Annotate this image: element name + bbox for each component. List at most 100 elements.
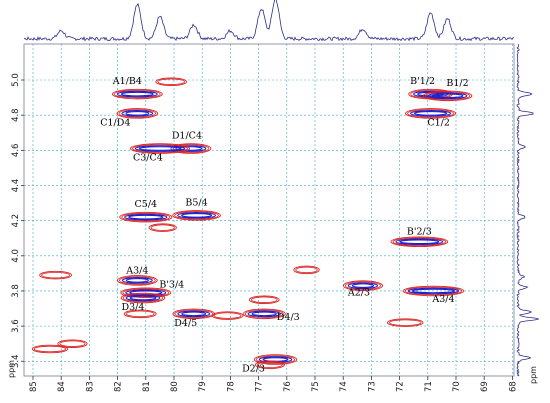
peak-label: B'1/2 bbox=[410, 76, 435, 87]
peak-contour-outer bbox=[112, 88, 163, 100]
peak-contour-outer bbox=[404, 286, 463, 296]
y-tick-label: 3.8 bbox=[11, 284, 21, 298]
y-axis-unit: ppm bbox=[529, 366, 538, 384]
x-tick-label: 71 bbox=[424, 381, 434, 392]
peak-label: D2/3 bbox=[242, 364, 265, 375]
peak-contour-inner bbox=[427, 92, 468, 100]
peak-contour-outer bbox=[120, 292, 166, 304]
x-tick-label: 72 bbox=[396, 381, 406, 392]
peak-contour bbox=[390, 236, 449, 247]
peak-contour bbox=[386, 318, 424, 327]
x-tick-label: 73 bbox=[367, 381, 377, 392]
peak-contour-inner bbox=[431, 93, 464, 99]
peak-contour-outer bbox=[119, 211, 173, 223]
peak-contour bbox=[405, 108, 457, 119]
top-projection-trace bbox=[23, 0, 515, 42]
y-tick-label: 3.6 bbox=[11, 319, 21, 333]
peak-contour-inner bbox=[399, 239, 440, 245]
peak-labels: A1/B4 C1/D4 B'1/2 B1/2 C1/2 D1/C4 C3/C4 C5/4 B5/… bbox=[100, 76, 468, 374]
x-tick-label: 80 bbox=[170, 381, 180, 392]
peak-label: B'2/3 bbox=[407, 227, 432, 238]
peak-contour-inner bbox=[138, 146, 181, 151]
peak-contour bbox=[172, 210, 221, 221]
peak-contour-inner bbox=[125, 294, 161, 302]
peak-label: A3/4 bbox=[431, 294, 454, 305]
peak-label: A1/B4 bbox=[112, 76, 142, 87]
peak-label: B1/2 bbox=[446, 78, 468, 89]
peak-contour-outer bbox=[342, 280, 383, 291]
peak-contour-outer bbox=[123, 309, 157, 319]
peak-contour-inner bbox=[177, 212, 217, 219]
peak-label: D3/4 bbox=[122, 302, 145, 313]
peak-contour-outer bbox=[33, 345, 67, 353]
peak-contour-outer bbox=[172, 144, 210, 153]
peak-contour-outer bbox=[211, 311, 244, 320]
peak-contour-inner bbox=[411, 288, 456, 294]
peak-contour-outer bbox=[116, 275, 158, 286]
peak-contour-inner bbox=[181, 213, 213, 218]
peak-contour-outer bbox=[125, 310, 155, 318]
peak-contour-inner bbox=[413, 111, 448, 116]
peak-contour-inner bbox=[125, 278, 149, 283]
peak-contour-outer bbox=[155, 77, 187, 87]
peak-contour-inner bbox=[247, 310, 281, 318]
peak-contour-outer bbox=[131, 144, 188, 153]
x-tick-label: 74 bbox=[339, 381, 349, 392]
peak-contour-outer bbox=[405, 108, 457, 119]
peak-contour-outer bbox=[253, 354, 298, 365]
peak-contour-outer bbox=[424, 91, 471, 101]
peak-contour-outer bbox=[248, 295, 280, 305]
peak-contour-outer bbox=[118, 109, 157, 118]
peak-contour-outer bbox=[114, 89, 161, 99]
x-tick-label: 77 bbox=[255, 381, 265, 392]
peak-contour bbox=[123, 309, 157, 319]
x-tick-label: 75 bbox=[311, 381, 321, 392]
peak-contour-inner bbox=[129, 295, 157, 301]
x-axis-unit: ppm bbox=[7, 360, 16, 378]
plot-grid bbox=[24, 44, 514, 376]
peak-contour-inner bbox=[124, 213, 168, 221]
peak-contour-outer bbox=[174, 211, 219, 220]
peak-label: B5/4 bbox=[185, 197, 207, 208]
peak-contour-outer bbox=[407, 109, 455, 118]
y-tick-label: 3.4 bbox=[11, 355, 21, 369]
peak-contour-outer bbox=[121, 212, 171, 222]
y-tick-label: 5.0 bbox=[11, 73, 21, 87]
peak-contour-outer bbox=[293, 265, 320, 275]
x-tick-label: 82 bbox=[114, 381, 124, 392]
peak-contour-outer bbox=[116, 108, 159, 119]
x-tick-label: 84 bbox=[57, 381, 67, 392]
peak-contour-outer bbox=[129, 143, 190, 154]
peak-contour-outer bbox=[120, 287, 172, 298]
peak-contour-outer bbox=[389, 319, 422, 326]
peak-contour-outer bbox=[386, 318, 424, 327]
peak-contour bbox=[148, 223, 177, 232]
peak-contour-inner bbox=[116, 90, 158, 98]
peak-contour-outer bbox=[392, 237, 447, 246]
x-tick-label: 76 bbox=[283, 381, 293, 392]
peak-contour bbox=[119, 211, 173, 223]
peak-contour-outer bbox=[148, 223, 177, 232]
peak-contour-outer bbox=[150, 224, 175, 231]
peak-label: A3/4 bbox=[125, 265, 148, 276]
peak-contour bbox=[342, 280, 383, 291]
peak-contour-inner bbox=[125, 111, 150, 116]
x-tick-label: 70 bbox=[452, 381, 462, 392]
peak-label: C1/D4 bbox=[100, 117, 130, 128]
plot-frame bbox=[23, 43, 515, 377]
x-tick-label: 81 bbox=[142, 381, 152, 392]
right-trace-line bbox=[516, 43, 539, 377]
peak-contour-inner bbox=[134, 145, 185, 152]
x-tick-label: 78 bbox=[226, 381, 236, 392]
peak-contour bbox=[112, 88, 163, 100]
peak-contour-outer bbox=[122, 293, 164, 303]
peak-label: C3/C4 bbox=[133, 153, 163, 164]
peak-contour-inner bbox=[347, 282, 379, 290]
peak-contour-outer bbox=[39, 270, 72, 280]
peak-contour-inner bbox=[395, 238, 444, 246]
peak-contour-outer bbox=[254, 360, 285, 370]
x-tick-label: 68 bbox=[508, 381, 518, 392]
peak-contour bbox=[31, 344, 69, 354]
peak-contour-outer bbox=[344, 281, 381, 290]
